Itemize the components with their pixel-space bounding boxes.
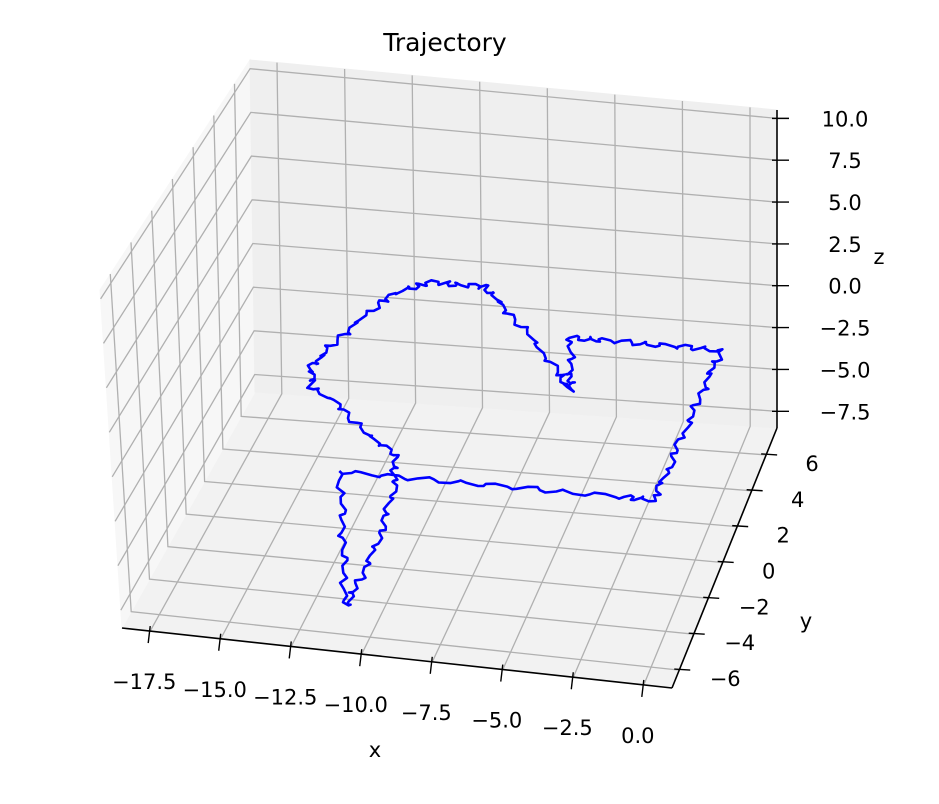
z-grid-line bbox=[120, 373, 778, 611]
y-tick bbox=[717, 560, 734, 564]
x-grid-line bbox=[431, 88, 551, 663]
y-tick-label: 0 bbox=[762, 560, 775, 584]
chart-title: Trajectory bbox=[382, 28, 507, 57]
x-grid-line bbox=[572, 100, 684, 678]
grid-lines bbox=[100, 62, 778, 686]
y-tick-label: 4 bbox=[791, 488, 804, 512]
series-layer bbox=[305, 278, 724, 607]
y-tick-label: −6 bbox=[710, 667, 741, 691]
x-tick-label: −2.5 bbox=[542, 716, 593, 740]
x-tick bbox=[359, 649, 363, 667]
z-tick-label: −7.5 bbox=[820, 400, 871, 424]
tick-labels: −17.5 −15.0 −12.5 −10.0 −7.5 −5.0 −2.5 0.0 −6 −4 −… bbox=[112, 107, 870, 748]
z-tick-label: 10.0 bbox=[822, 107, 869, 131]
x-grid-line bbox=[361, 81, 484, 655]
x-tick-label: −17.5 bbox=[112, 670, 176, 694]
y-tick bbox=[703, 596, 720, 600]
x-tick-label: −7.5 bbox=[401, 701, 452, 725]
y-tick bbox=[674, 668, 691, 671]
tick-marks bbox=[147, 117, 789, 698]
y-grid-line bbox=[109, 274, 680, 671]
x-tick bbox=[429, 656, 433, 674]
y-tick bbox=[746, 489, 763, 492]
y-tick bbox=[761, 453, 778, 456]
axis-lines bbox=[121, 110, 778, 689]
x-tick bbox=[288, 641, 292, 659]
x-tick-label: −15.0 bbox=[183, 678, 247, 702]
x-tick-label: 0.0 bbox=[621, 724, 654, 748]
y-grid-line bbox=[171, 178, 723, 564]
y-grid-line bbox=[151, 210, 709, 599]
y-tick bbox=[688, 632, 705, 635]
y-tick-label: 2 bbox=[777, 524, 790, 548]
y-grid-line bbox=[130, 242, 694, 635]
z-tick-label: −5.0 bbox=[820, 358, 871, 382]
x-tick bbox=[218, 633, 222, 651]
x-grid-line bbox=[502, 94, 618, 670]
z-grid-line bbox=[102, 111, 778, 344]
z-grid-line bbox=[111, 242, 778, 478]
z-tick-label: −2.5 bbox=[820, 317, 871, 341]
x-tick-label: −10.0 bbox=[324, 693, 388, 717]
x-grid-line bbox=[643, 107, 751, 686]
x-grid-line bbox=[290, 75, 417, 647]
z-grid-line bbox=[114, 286, 778, 522]
x-tick bbox=[500, 664, 504, 682]
x-tick bbox=[641, 679, 645, 698]
y-grid-line bbox=[192, 147, 738, 528]
y-tick-label: −2 bbox=[739, 595, 770, 619]
x-tick bbox=[570, 672, 574, 690]
z-grid-line bbox=[100, 68, 778, 300]
z-tick-label: 5.0 bbox=[828, 191, 861, 215]
y-tick bbox=[732, 524, 749, 528]
y-tick-label: −4 bbox=[724, 631, 755, 655]
y-axis-label: y bbox=[800, 609, 812, 633]
y-tick-label: 6 bbox=[805, 452, 818, 476]
z-grid-line bbox=[108, 199, 778, 433]
x-grid-line bbox=[220, 68, 350, 640]
z-tick-label: 2.5 bbox=[828, 233, 861, 257]
z-axis-label: z bbox=[873, 245, 884, 269]
z-grid-line bbox=[117, 330, 778, 567]
y-grid-line bbox=[233, 83, 767, 456]
back-pane bbox=[249, 59, 778, 429]
x-tick-label: −5.0 bbox=[471, 709, 522, 733]
z-tick-label: 0.0 bbox=[828, 275, 861, 299]
trajectory-line bbox=[305, 278, 724, 607]
x-tick-label: −12.5 bbox=[253, 686, 317, 710]
x-axis-line bbox=[121, 627, 673, 689]
z-tick-label: 7.5 bbox=[828, 149, 861, 173]
x-tick bbox=[147, 625, 151, 644]
z-grid-line bbox=[105, 155, 778, 389]
x-axis-label: x bbox=[369, 738, 381, 762]
y-grid-line bbox=[213, 115, 752, 492]
y-axis-line bbox=[671, 427, 778, 689]
x-grid-line bbox=[149, 62, 283, 632]
